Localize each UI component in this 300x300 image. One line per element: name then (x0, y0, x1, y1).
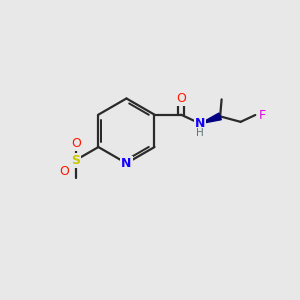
Text: N: N (121, 157, 132, 170)
Text: S: S (71, 154, 80, 166)
Text: O: O (59, 165, 69, 178)
Polygon shape (200, 113, 221, 124)
Text: O: O (176, 92, 186, 105)
Text: F: F (259, 109, 266, 122)
Text: H: H (196, 128, 204, 138)
Text: N: N (195, 117, 206, 130)
Text: O: O (71, 137, 81, 150)
